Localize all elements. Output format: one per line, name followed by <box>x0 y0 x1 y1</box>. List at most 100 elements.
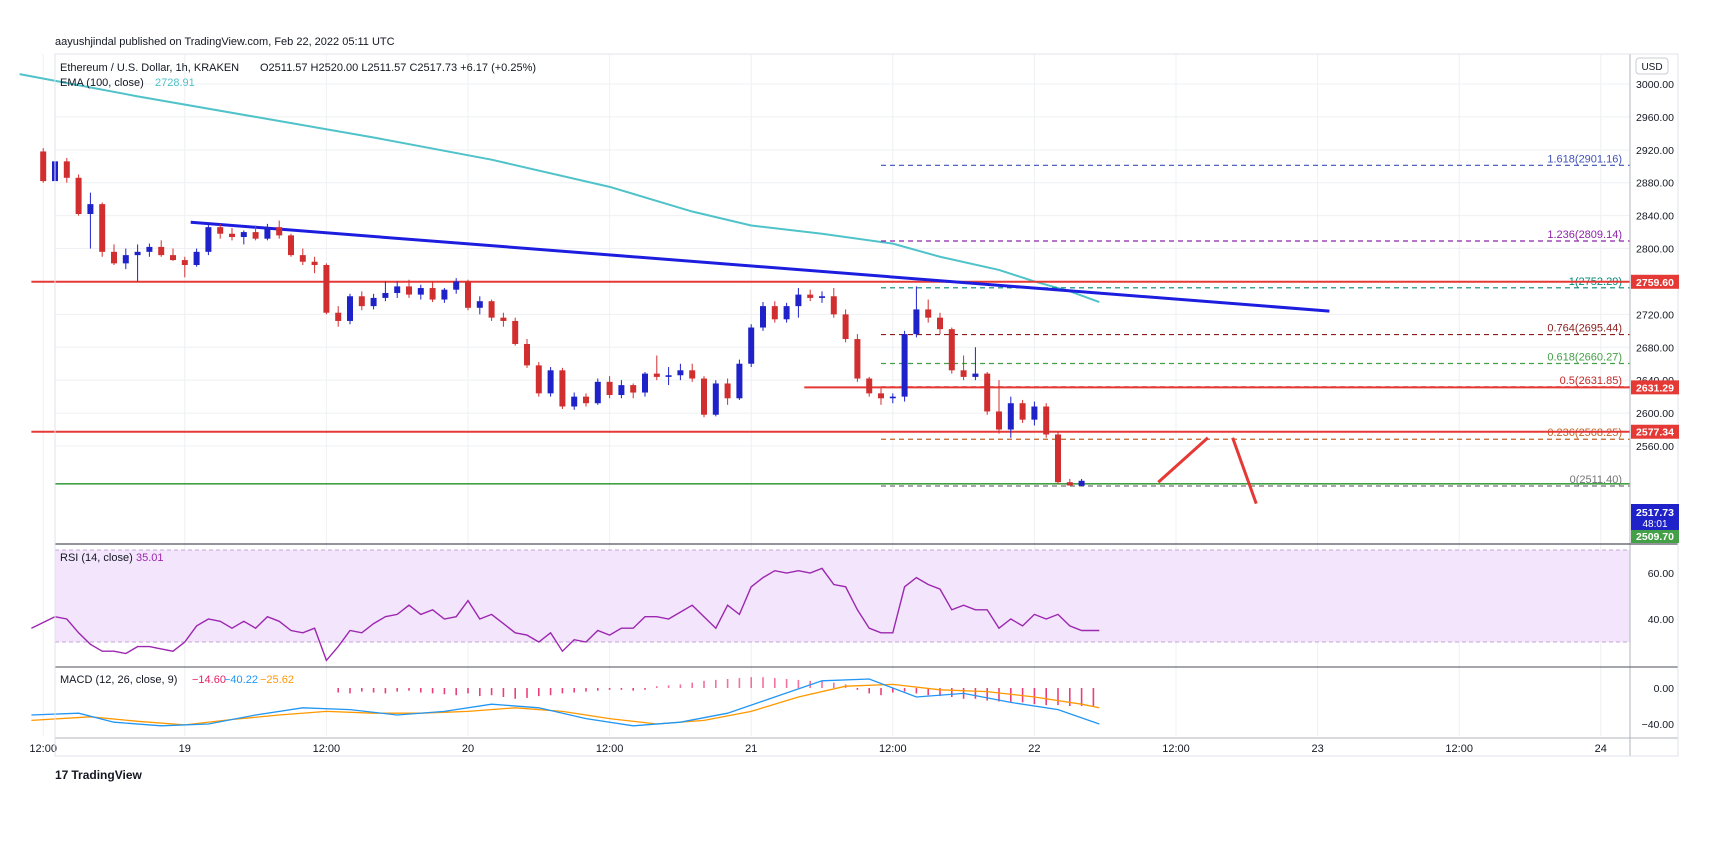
candle-body <box>429 288 436 300</box>
candle-body <box>40 151 47 182</box>
macd-line <box>31 678 1100 727</box>
chart-frame <box>54 53 1679 757</box>
axes: 12:00 19 12:00 20 12:00 21 12:00 22 12:00 23 12:00… <box>29 53 1679 757</box>
candle-body <box>689 370 696 379</box>
fib-level-label: 1.236(2809.14) <box>1547 229 1622 241</box>
price-tick-label: 2800.00 <box>1636 244 1674 256</box>
price-tick-label: 2600.00 <box>1636 408 1674 420</box>
price-tick-label: 2720.00 <box>1636 309 1674 321</box>
price-tick-label: 2920.00 <box>1636 145 1674 157</box>
candle-body <box>795 294 802 307</box>
legend-macd-value-1: −14.60 <box>192 674 226 686</box>
candle-body <box>193 251 200 265</box>
rsi-pane <box>31 549 1630 662</box>
candle-body <box>87 204 94 214</box>
rsi-line <box>31 567 1100 662</box>
rsi-band-fill <box>55 550 1630 642</box>
candle-body <box>807 294 814 298</box>
currency-badge-frame[interactable] <box>1635 57 1669 75</box>
green-level-badge-label: 2509.70 <box>1636 531 1674 543</box>
candle-body <box>1007 403 1014 430</box>
candle-body <box>901 334 908 397</box>
legend-ema-value: 2728.91 <box>155 77 195 89</box>
level-badge-label: 2631.29 <box>1636 382 1674 394</box>
price-tick-label: 2840.00 <box>1636 211 1674 223</box>
fib-level-label: 0.236(2568.25) <box>1547 427 1622 439</box>
rsi-tick-label: 40.00 <box>1648 614 1674 626</box>
candle-body <box>571 396 578 407</box>
candle-body <box>394 286 401 293</box>
candle-body <box>299 255 306 262</box>
candle-body <box>347 296 353 321</box>
candle-body <box>712 383 719 415</box>
support-resistance-layer <box>31 280 1630 485</box>
candle-body <box>618 385 625 395</box>
candle-body <box>842 314 849 340</box>
legend-ohlc: O2511.57 H2520.00 L2511.57 C2517.73 +6.1… <box>260 62 536 74</box>
candle-body <box>465 281 471 308</box>
candle-body <box>1019 403 1026 420</box>
candle-body <box>146 246 153 252</box>
last-price-label: 2517.73 <box>1636 507 1674 519</box>
time-tick-label: 12:00 <box>29 743 57 755</box>
candle-body <box>724 383 731 399</box>
candle-body <box>913 309 920 335</box>
candle-body <box>1078 480 1085 486</box>
time-tick-label: 12:00 <box>596 743 624 755</box>
price-tick-label: 3000.00 <box>1636 79 1674 91</box>
macd-pane <box>31 677 1100 727</box>
candle-body <box>559 370 566 407</box>
legend-macd-value-3: −25.62 <box>260 674 294 686</box>
candle-body <box>311 261 318 265</box>
candle-body <box>122 255 129 264</box>
level-badge-bg <box>1631 274 1679 289</box>
candle-body <box>948 329 955 371</box>
candle-body <box>240 232 247 238</box>
candle-body <box>771 306 778 320</box>
candle-body <box>181 260 188 265</box>
candle-body <box>500 317 507 321</box>
candle-body <box>1043 406 1050 435</box>
time-tick-label: 20 <box>462 743 474 755</box>
bar-countdown-label: 48:01 <box>1642 519 1667 530</box>
price-tick-label: 2560.00 <box>1636 441 1674 453</box>
currency-badge[interactable]: USD <box>1641 62 1662 73</box>
candle-body <box>535 365 542 394</box>
legend-macd-value-2: −40.22 <box>224 674 258 686</box>
descending-trendline <box>190 220 1330 313</box>
trendline-layer <box>190 220 1330 313</box>
candle-body <box>476 301 483 308</box>
last-price-badge-bg <box>1631 504 1679 530</box>
tradingview-logo[interactable]: 17 TradingView <box>55 768 142 782</box>
candle-body <box>370 297 377 307</box>
candle-body <box>335 312 342 321</box>
fib-level-label: 0.764(2695.44) <box>1547 323 1622 335</box>
candle-body <box>760 306 766 328</box>
candle-body <box>819 296 825 298</box>
time-tick-label: 22 <box>1028 743 1040 755</box>
candle-body <box>288 235 294 256</box>
projection-upleg <box>1157 436 1209 484</box>
macd-signal-line <box>31 683 1100 726</box>
candle-body <box>996 411 1002 430</box>
ema-line <box>19 73 1100 303</box>
candle-body <box>453 281 460 290</box>
candle-body <box>111 251 117 264</box>
candle-body <box>276 227 283 236</box>
candle-body <box>170 255 176 261</box>
candle-body <box>653 373 660 377</box>
candle-body <box>889 396 896 399</box>
time-tick-label: 12:00 <box>313 743 341 755</box>
candle-body <box>217 227 224 234</box>
candle-body <box>594 381 601 404</box>
time-tick-label: 12:00 <box>1445 743 1473 755</box>
candle-body <box>937 317 943 330</box>
candle-body <box>417 288 424 295</box>
legend-macd-label: MACD (12, 26, close, 9) <box>60 674 177 686</box>
candle-body <box>677 370 684 376</box>
candle-body <box>925 309 932 318</box>
candle-body <box>854 339 861 379</box>
candle-body <box>134 251 141 256</box>
